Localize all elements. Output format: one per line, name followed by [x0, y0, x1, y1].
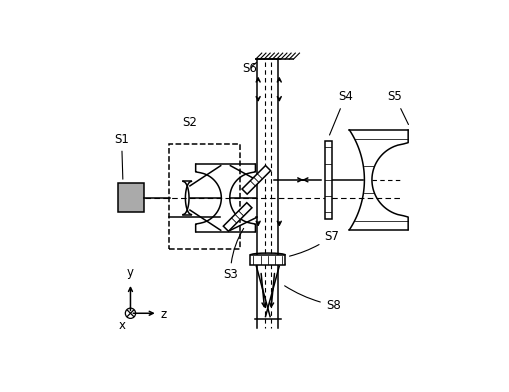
Text: S3: S3: [223, 229, 244, 281]
Text: S5: S5: [388, 90, 408, 125]
Bar: [119, 183, 145, 212]
Text: z: z: [161, 308, 167, 321]
Text: S4: S4: [329, 90, 353, 135]
Bar: [169, 143, 240, 249]
Bar: [325, 141, 332, 219]
Text: y: y: [127, 267, 134, 279]
Text: S8: S8: [285, 286, 341, 312]
Polygon shape: [242, 165, 271, 194]
Text: S2: S2: [182, 116, 197, 129]
Polygon shape: [223, 203, 252, 231]
Text: x: x: [119, 319, 126, 332]
Text: S1: S1: [114, 132, 129, 179]
Bar: [250, 255, 286, 265]
Text: S6: S6: [242, 62, 257, 74]
Text: S7: S7: [290, 230, 339, 256]
